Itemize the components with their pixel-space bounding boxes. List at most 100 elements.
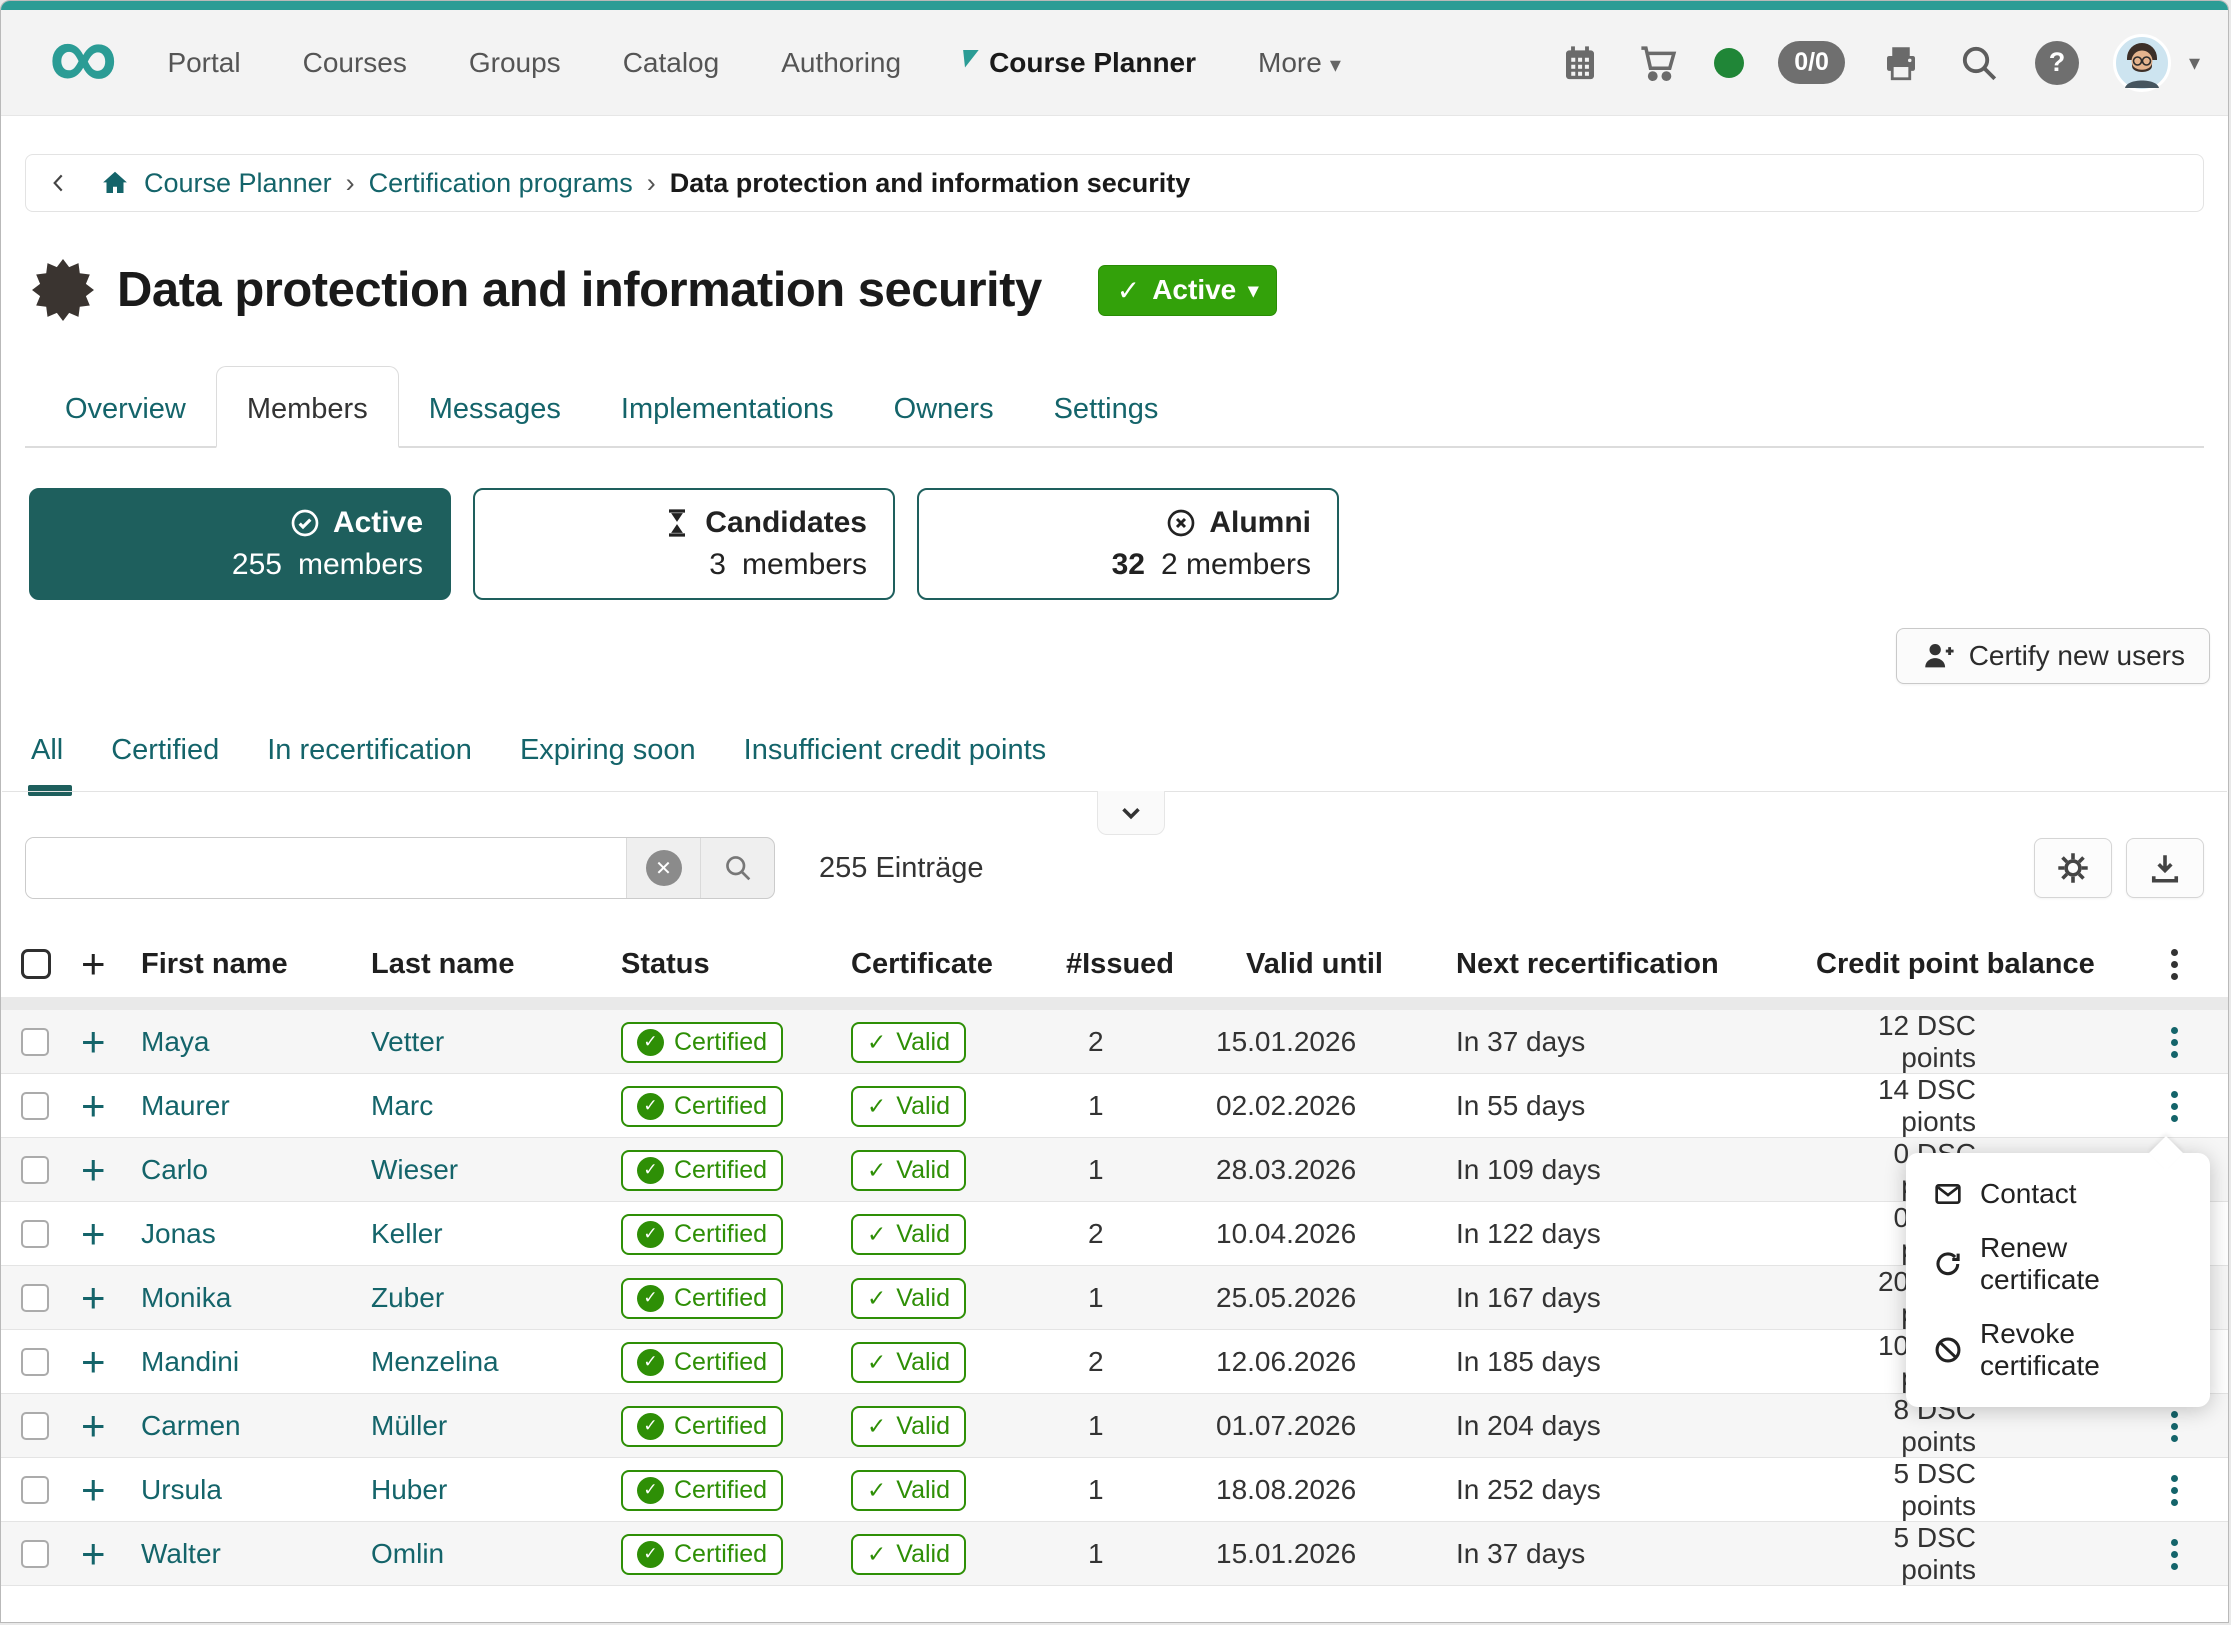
last-name-link[interactable]: Huber <box>371 1474 448 1505</box>
first-name-link[interactable]: Ursula <box>141 1474 222 1505</box>
card-alumni[interactable]: Alumni 32 2 members <box>917 488 1339 600</box>
table-row: + Maurer Marc ✓ Certified ✓ Valid 1 02.02.… <box>1 1074 2228 1138</box>
home-icon[interactable] <box>100 168 130 198</box>
tab-owners[interactable]: Owners <box>893 393 994 425</box>
back-button[interactable] <box>46 170 72 196</box>
expand-row-icon[interactable]: + <box>81 1018 106 1065</box>
first-name-link[interactable]: Jonas <box>141 1218 216 1249</box>
table-settings-button[interactable] <box>2034 838 2112 898</box>
expand-row-icon[interactable]: + <box>81 1466 106 1513</box>
first-name-link[interactable]: Walter <box>141 1538 221 1569</box>
olat-logo[interactable]: ∞ <box>49 2 117 110</box>
table-menu-icon[interactable] <box>2144 943 2204 986</box>
row-menu-icon[interactable] <box>2144 1085 2204 1128</box>
expand-row-icon[interactable]: + <box>81 1082 106 1129</box>
row-checkbox[interactable] <box>21 1220 49 1248</box>
table-row: + Walter Omlin ✓ Certified ✓ Valid 1 15.01… <box>1 1522 2228 1586</box>
filter-all[interactable]: All <box>27 734 73 796</box>
calendar-icon[interactable] <box>1558 41 1602 85</box>
tab-overview[interactable]: Overview <box>65 393 186 425</box>
first-name-link[interactable]: Mandini <box>141 1346 240 1377</box>
row-checkbox[interactable] <box>21 1412 49 1440</box>
help-icon[interactable]: ? <box>2034 40 2079 85</box>
nav-item-groups[interactable]: Groups <box>468 46 561 78</box>
status-badge: ✓ Certified <box>621 1085 784 1127</box>
expand-row-icon[interactable]: + <box>81 1338 106 1385</box>
nav-item-courses[interactable]: Courses <box>302 46 407 78</box>
status-badge: ✓ Certified <box>621 1213 784 1255</box>
add-column-icon[interactable]: + <box>81 940 106 987</box>
last-name-link[interactable]: Zuber <box>371 1282 445 1313</box>
filter-expiring-soon[interactable]: Expiring soon <box>519 734 696 766</box>
expand-row-icon[interactable]: + <box>81 1530 106 1577</box>
menu-item-contact[interactable]: Contact <box>1906 1167 2210 1221</box>
tab-members[interactable]: Members <box>215 366 399 448</box>
last-name-link[interactable]: Marc <box>371 1090 434 1121</box>
last-name-link[interactable]: Wieser <box>371 1154 459 1185</box>
nav-item-catalog[interactable]: Catalog <box>622 46 720 78</box>
presence-status-dot[interactable] <box>1714 47 1745 78</box>
row-checkbox[interactable] <box>21 1476 49 1504</box>
row-menu-icon[interactable] <box>2144 1021 2204 1064</box>
check-icon: ✓ <box>637 1540 664 1568</box>
certify-new-users-button[interactable]: Certify new users <box>1895 628 2210 684</box>
filter-certified[interactable]: Certified <box>111 734 220 766</box>
download-button[interactable] <box>2126 838 2204 898</box>
tab-settings[interactable]: Settings <box>1053 393 1159 425</box>
row-checkbox[interactable] <box>21 1156 49 1184</box>
first-name-link[interactable]: Carmen <box>141 1410 241 1441</box>
tab-implementations[interactable]: Implementations <box>620 393 834 425</box>
member-filters: All Certified In recertification Expirin… <box>1 734 2228 796</box>
row-checkbox[interactable] <box>21 1284 49 1312</box>
nav-item-portal[interactable]: Portal <box>167 46 241 78</box>
row-menu-icon[interactable] <box>2144 1533 2204 1576</box>
row-checkbox[interactable] <box>21 1540 49 1568</box>
tab-messages[interactable]: Messages <box>428 393 561 425</box>
check-icon: ✓ <box>867 1220 887 1247</box>
search-icon[interactable] <box>1957 41 2001 85</box>
status-badge: ✓ Certified <box>621 1405 784 1447</box>
user-plus-icon <box>1924 643 1954 668</box>
last-name-link[interactable]: Müller <box>371 1410 448 1441</box>
menu-item-renew-certificate[interactable]: Renew certificate <box>1906 1221 2210 1307</box>
expand-filters-button[interactable] <box>1097 791 1165 835</box>
nav-item-course-planner-active[interactable]: Course Planner <box>963 47 1196 79</box>
row-checkbox[interactable] <box>21 1028 49 1056</box>
last-name-link[interactable]: Keller <box>371 1218 443 1249</box>
row-checkbox[interactable] <box>21 1092 49 1120</box>
row-checkbox[interactable] <box>21 1348 49 1376</box>
breadcrumb-link-certification-programs[interactable]: Certification programs <box>368 167 633 198</box>
message-counter-badge[interactable]: 0/0 <box>1778 41 1845 84</box>
user-menu[interactable]: ▾ <box>2112 33 2200 92</box>
last-name-link[interactable]: Vetter <box>371 1026 445 1057</box>
search-input[interactable] <box>26 838 626 898</box>
row-menu-icon[interactable] <box>2144 1405 2204 1448</box>
menu-item-revoke-certificate[interactable]: Revoke certificate <box>1906 1307 2210 1393</box>
nav-item-more[interactable]: More ▾ <box>1258 46 1341 78</box>
first-name-link[interactable]: Maya <box>141 1026 210 1057</box>
status-badge: ✓ Certified <box>621 1021 784 1063</box>
select-all-checkbox[interactable] <box>21 949 51 979</box>
issued-count: 1 <box>1088 1282 1104 1313</box>
expand-row-icon[interactable]: + <box>81 1274 106 1321</box>
last-name-link[interactable]: Menzelina <box>371 1346 499 1377</box>
last-name-link[interactable]: Omlin <box>371 1538 445 1569</box>
filter-in-recertification[interactable]: In recertification <box>267 734 472 766</box>
filter-insufficient-credit-points[interactable]: Insufficient credit points <box>743 734 1047 766</box>
card-candidates[interactable]: Candidates 3 members <box>473 488 895 600</box>
row-menu-icon[interactable] <box>2144 1469 2204 1512</box>
first-name-link[interactable]: Maurer <box>141 1090 230 1121</box>
clear-search-button[interactable]: ✕ <box>626 838 700 898</box>
program-status-button[interactable]: ✓ Active ▾ <box>1097 264 1278 316</box>
submit-search-button[interactable] <box>700 838 774 898</box>
card-active-members[interactable]: Active 255 members <box>29 488 451 600</box>
expand-row-icon[interactable]: + <box>81 1146 106 1193</box>
breadcrumb-link-course-planner[interactable]: Course Planner <box>144 167 332 198</box>
first-name-link[interactable]: Carlo <box>141 1154 208 1185</box>
expand-row-icon[interactable]: + <box>81 1210 106 1257</box>
shopping-cart-icon[interactable] <box>1636 41 1680 85</box>
printer-icon[interactable] <box>1879 41 1923 85</box>
first-name-link[interactable]: Monika <box>141 1282 232 1313</box>
nav-item-authoring[interactable]: Authoring <box>781 46 902 78</box>
expand-row-icon[interactable]: + <box>81 1402 106 1449</box>
